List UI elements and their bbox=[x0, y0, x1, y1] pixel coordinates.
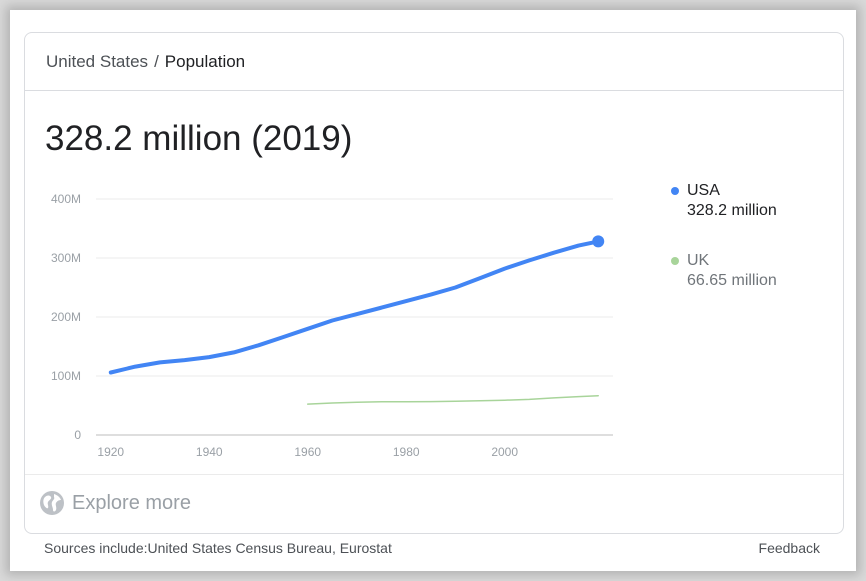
breadcrumb-parent-link[interactable]: United States bbox=[46, 52, 149, 71]
legend-item-usa[interactable]: USA 328.2 million bbox=[671, 181, 831, 221]
legend-name: USA bbox=[687, 182, 720, 199]
sources-text: Sources include:United States Census Bur… bbox=[44, 540, 392, 556]
y-tick-label: 100M bbox=[51, 369, 81, 383]
window: United States / Population 328.2 million (… bbox=[10, 10, 856, 571]
population-line-chart[interactable]: 0 100M 200M 300M 400M 1920 1940 1960 1980 2000 bbox=[25, 33, 843, 533]
legend-value: 328.2 million bbox=[687, 202, 777, 219]
breadcrumb-separator: / bbox=[154, 52, 159, 71]
footer: Sources include:United States Census Bur… bbox=[44, 540, 820, 558]
x-tick-label: 2000 bbox=[491, 445, 518, 459]
chart-legend: USA 328.2 million UK 66.65 million bbox=[671, 181, 831, 321]
series-end-point-usa bbox=[592, 235, 605, 248]
breadcrumb-current: Population bbox=[164, 52, 246, 71]
y-tick-label: 200M bbox=[51, 310, 81, 324]
population-headline: 328.2 million (2019) bbox=[45, 119, 353, 158]
explore-more-label: Explore more bbox=[72, 491, 191, 514]
feedback-link[interactable]: Feedback bbox=[758, 540, 820, 556]
x-tick-label: 1960 bbox=[294, 445, 321, 459]
knowledge-card: United States / Population 328.2 million (… bbox=[24, 32, 844, 534]
series-line-uk bbox=[306, 394, 599, 405]
series-line-usa bbox=[108, 239, 601, 375]
x-tick-label: 1920 bbox=[97, 445, 124, 459]
y-tick-label: 400M bbox=[51, 192, 81, 206]
legend-dot-usa bbox=[671, 187, 679, 195]
legend-value: 66.65 million bbox=[687, 272, 777, 289]
y-tick-label: 300M bbox=[51, 251, 81, 265]
legend-item-uk[interactable]: UK 66.65 million bbox=[671, 251, 831, 291]
x-tick-label: 1980 bbox=[393, 445, 420, 459]
y-tick-label: 0 bbox=[74, 428, 81, 442]
header-divider bbox=[25, 90, 843, 91]
explore-divider bbox=[25, 474, 843, 475]
legend-dot-uk bbox=[671, 257, 679, 265]
legend-name: UK bbox=[687, 252, 710, 269]
x-tick-label: 1940 bbox=[196, 445, 223, 459]
explore-more-button[interactable]: Explore more bbox=[39, 489, 191, 517]
globe-icon bbox=[40, 491, 64, 515]
breadcrumb: United States / Population bbox=[46, 52, 245, 72]
